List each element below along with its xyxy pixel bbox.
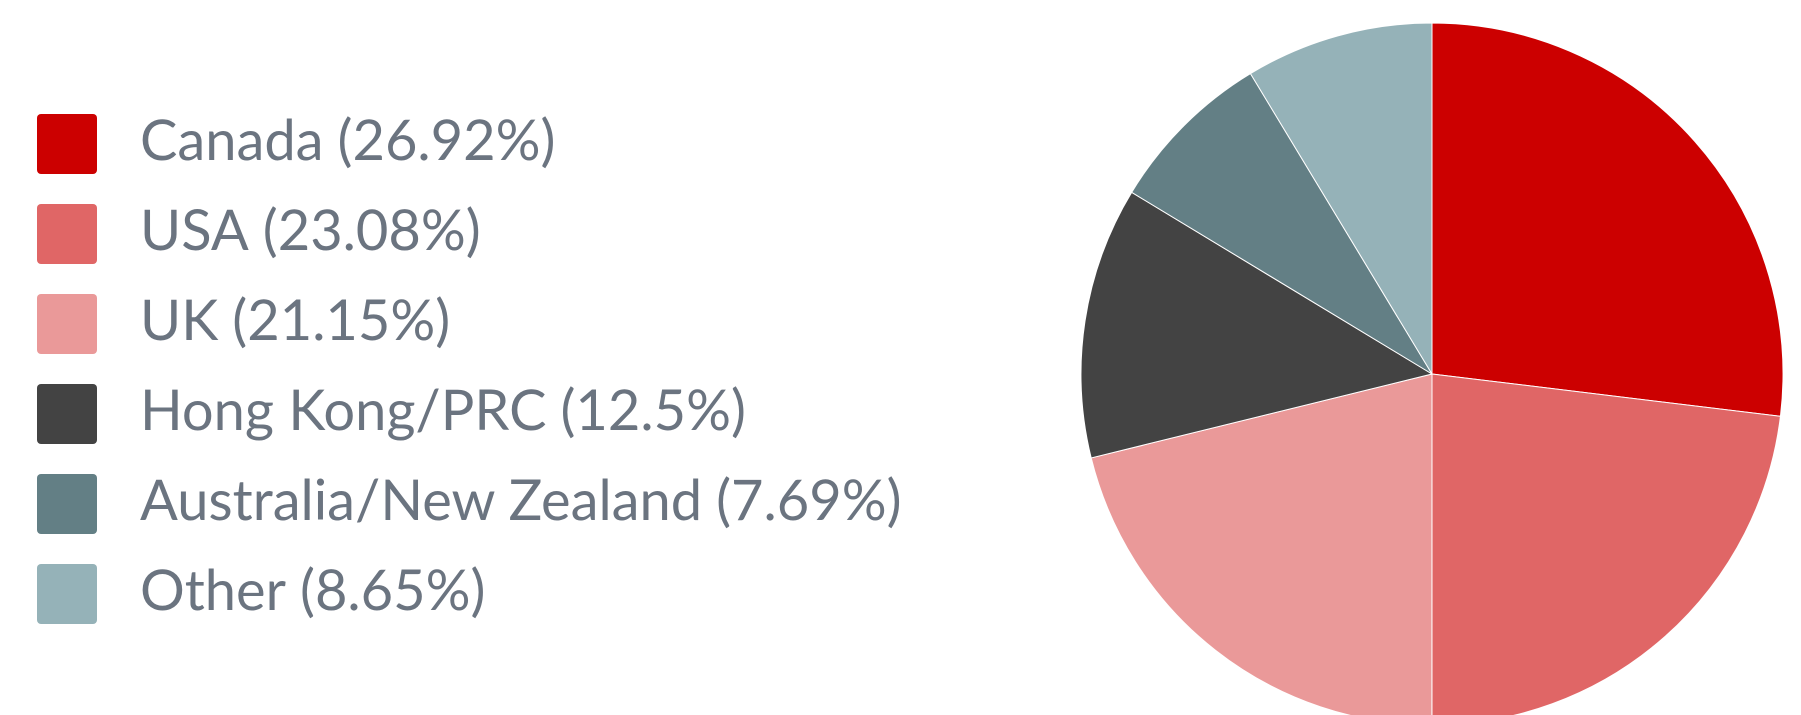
legend-category: Other xyxy=(140,555,286,622)
legend-category: USA xyxy=(140,195,249,262)
pie-slice xyxy=(1090,373,1433,715)
legend-label: UK (21.15%) xyxy=(140,285,450,352)
legend-label: USA (23.08%) xyxy=(140,195,481,262)
legend-value: (23.08%) xyxy=(263,195,481,262)
legend-value: (7.69%) xyxy=(716,465,901,532)
legend-swatch xyxy=(37,114,97,174)
legend-value: (26.92%) xyxy=(338,105,556,172)
pie-slice xyxy=(1249,22,1433,376)
legend-category: Canada xyxy=(140,105,324,172)
legend-category: Hong Kong/PRC xyxy=(140,375,546,442)
legend-value: (8.65%) xyxy=(300,555,485,622)
legend-swatch xyxy=(37,384,97,444)
pie-slice xyxy=(1431,373,1781,715)
pie-slice xyxy=(1080,191,1434,459)
legend-label: Hong Kong/PRC (12.5%) xyxy=(140,375,746,442)
legend-value: (21.15%) xyxy=(232,285,450,352)
legend-value: (12.5%) xyxy=(560,375,745,442)
legend-label: Other (8.65%) xyxy=(140,555,485,622)
legend-swatch xyxy=(37,204,97,264)
legend-swatch xyxy=(37,474,97,534)
legend-swatch xyxy=(37,294,97,354)
legend-label: Canada (26.92%) xyxy=(140,105,555,172)
legend-label: Australia/New Zealand (7.69%) xyxy=(140,465,902,532)
legend-category: Australia/New Zealand xyxy=(140,465,702,532)
legend-category: UK xyxy=(140,285,219,352)
pie-slice xyxy=(1431,22,1784,417)
pie-slice xyxy=(1130,72,1433,375)
legend-swatch xyxy=(37,564,97,624)
